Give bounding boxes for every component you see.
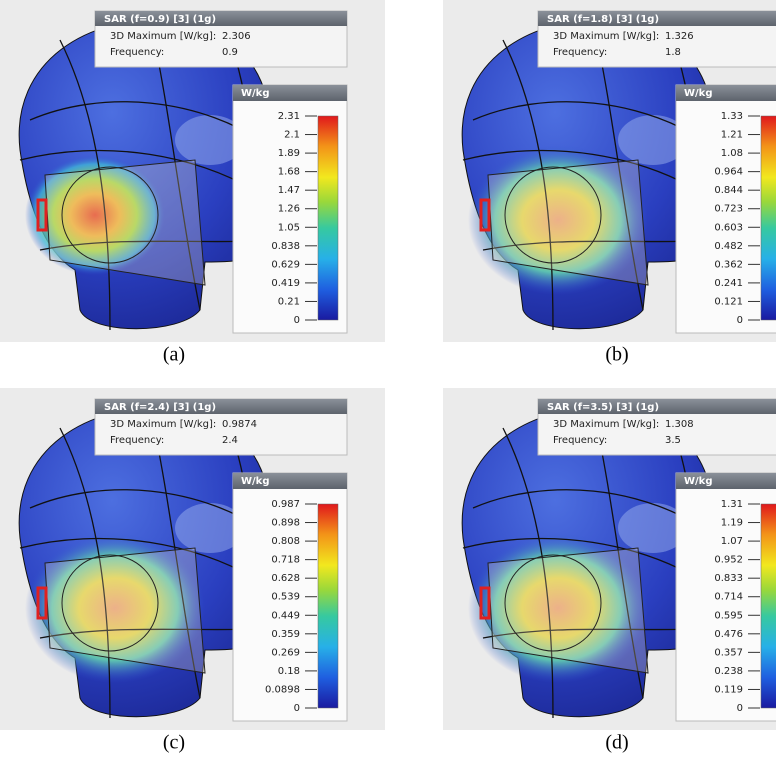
colorbar-tick-label: 0.808 bbox=[271, 536, 300, 547]
colorbar-unit: W/kg bbox=[241, 476, 270, 487]
max-value: 2.306 bbox=[222, 31, 251, 42]
colorbar-tick-label: 1.31 bbox=[721, 499, 743, 510]
colorbar-tick-label: 0.238 bbox=[714, 666, 743, 677]
colorbar-tick-label: 0.629 bbox=[271, 259, 300, 270]
colorbar-tick-label: 1.21 bbox=[721, 130, 743, 141]
caption: (b) bbox=[605, 344, 628, 366]
page: SAR (f=0.9) [3] (1g) 3D Maximum [W/kg]: 2.… bbox=[0, 0, 776, 767]
colorbar-tick-label: 0.595 bbox=[714, 610, 743, 621]
colorbar bbox=[761, 116, 776, 320]
colorbar-tick-label: 0.449 bbox=[271, 610, 300, 621]
caption: (d) bbox=[605, 732, 628, 754]
panel: SAR (f=0.9) [3] (1g) 3D Maximum [W/kg]: 2.… bbox=[0, 0, 385, 366]
colorbar-tick-label: 1.33 bbox=[721, 111, 743, 122]
max-value: 0.9874 bbox=[222, 419, 257, 430]
max-label: 3D Maximum [W/kg]: bbox=[110, 419, 216, 430]
colorbar-tick-label: 1.05 bbox=[278, 222, 300, 233]
colorbar-tick-label: 0.964 bbox=[714, 167, 743, 178]
max-value: 1.326 bbox=[665, 31, 694, 42]
freq-value: 0.9 bbox=[222, 47, 238, 58]
freq-label: Frequency: bbox=[553, 435, 607, 446]
panel: SAR (f=3.5) [3] (1g) 3D Maximum [W/kg]: 1.… bbox=[443, 388, 776, 754]
info-title: SAR (f=2.4) [3] (1g) bbox=[104, 402, 216, 413]
info-title: SAR (f=1.8) [3] (1g) bbox=[547, 14, 659, 25]
colorbar-tick-label: 1.26 bbox=[278, 204, 300, 215]
colorbar-unit: W/kg bbox=[684, 476, 713, 487]
colorbar-tick-label: 0 bbox=[294, 703, 300, 714]
max-value: 1.308 bbox=[665, 419, 694, 430]
colorbar bbox=[318, 504, 338, 708]
colorbar-tick-label: 1.19 bbox=[721, 518, 743, 529]
colorbar bbox=[318, 116, 338, 320]
max-label: 3D Maximum [W/kg]: bbox=[553, 31, 659, 42]
colorbar-tick-label: 0.357 bbox=[714, 647, 743, 658]
colorbar-tick-label: 0.844 bbox=[714, 185, 743, 196]
colorbar-tick-label: 1.08 bbox=[721, 148, 743, 159]
freq-value: 1.8 bbox=[665, 47, 681, 58]
freq-value: 2.4 bbox=[222, 435, 238, 446]
colorbar-unit: W/kg bbox=[241, 88, 270, 99]
colorbar-tick-label: 0.898 bbox=[271, 518, 300, 529]
freq-label: Frequency: bbox=[110, 435, 164, 446]
colorbar-tick-label: 0.476 bbox=[714, 629, 743, 640]
panel: SAR (f=2.4) [3] (1g) 3D Maximum [W/kg]: 0.… bbox=[0, 388, 385, 754]
colorbar-tick-label: 0 bbox=[737, 315, 743, 326]
colorbar-tick-label: 0.241 bbox=[714, 278, 743, 289]
colorbar-tick-label: 0 bbox=[737, 703, 743, 714]
max-label: 3D Maximum [W/kg]: bbox=[110, 31, 216, 42]
colorbar-tick-label: 0.18 bbox=[278, 666, 300, 677]
screenshot: SAR (f=3.5) [3] (1g) 3D Maximum [W/kg]: 1.… bbox=[443, 388, 776, 730]
caption: (a) bbox=[163, 344, 185, 366]
colorbar-tick-label: 0.714 bbox=[714, 592, 743, 603]
colorbar-tick-label: 0.603 bbox=[714, 222, 743, 233]
max-label: 3D Maximum [W/kg]: bbox=[553, 419, 659, 430]
colorbar-tick-label: 0.119 bbox=[714, 684, 743, 695]
colorbar-tick-label: 0.987 bbox=[271, 499, 300, 510]
colorbar-tick-label: 0.723 bbox=[714, 204, 743, 215]
colorbar-tick-label: 2.1 bbox=[284, 130, 300, 141]
colorbar bbox=[761, 504, 776, 708]
panel: SAR (f=1.8) [3] (1g) 3D Maximum [W/kg]: 1.… bbox=[443, 0, 776, 366]
freq-label: Frequency: bbox=[553, 47, 607, 58]
colorbar-tick-label: 0.539 bbox=[271, 592, 300, 603]
info-title: SAR (f=3.5) [3] (1g) bbox=[547, 402, 659, 413]
caption: (c) bbox=[163, 732, 185, 754]
colorbar-tick-label: 0.628 bbox=[271, 573, 300, 584]
freq-label: Frequency: bbox=[110, 47, 164, 58]
colorbar-tick-label: 0.838 bbox=[271, 241, 300, 252]
freq-value: 3.5 bbox=[665, 435, 681, 446]
colorbar-tick-label: 0.952 bbox=[714, 555, 743, 566]
colorbar-tick-label: 1.89 bbox=[278, 148, 300, 159]
colorbar-tick-label: 0.362 bbox=[714, 259, 743, 270]
colorbar-tick-label: 1.47 bbox=[278, 185, 300, 196]
colorbar-tick-label: 0.0898 bbox=[265, 684, 300, 695]
figure: SAR (f=0.9) [3] (1g) 3D Maximum [W/kg]: 2.… bbox=[0, 0, 776, 767]
colorbar-tick-label: 0.269 bbox=[271, 647, 300, 658]
colorbar-tick-label: 0.718 bbox=[271, 555, 300, 566]
colorbar-tick-label: 0.482 bbox=[714, 241, 743, 252]
colorbar-tick-label: 2.31 bbox=[278, 111, 300, 122]
colorbar-tick-label: 0.359 bbox=[271, 629, 300, 640]
colorbar-tick-label: 1.07 bbox=[721, 536, 743, 547]
info-title: SAR (f=0.9) [3] (1g) bbox=[104, 14, 216, 25]
colorbar-tick-label: 0.833 bbox=[714, 573, 743, 584]
colorbar-tick-label: 0.21 bbox=[278, 296, 300, 307]
colorbar-tick-label: 0 bbox=[294, 315, 300, 326]
colorbar-tick-label: 1.68 bbox=[278, 167, 300, 178]
screenshot: SAR (f=1.8) [3] (1g) 3D Maximum [W/kg]: 1.… bbox=[443, 0, 776, 342]
colorbar-tick-label: 0.419 bbox=[271, 278, 300, 289]
colorbar-unit: W/kg bbox=[684, 88, 713, 99]
screenshot: SAR (f=0.9) [3] (1g) 3D Maximum [W/kg]: 2.… bbox=[0, 0, 385, 342]
screenshot: SAR (f=2.4) [3] (1g) 3D Maximum [W/kg]: 0.… bbox=[0, 388, 385, 730]
colorbar-tick-label: 0.121 bbox=[714, 296, 743, 307]
